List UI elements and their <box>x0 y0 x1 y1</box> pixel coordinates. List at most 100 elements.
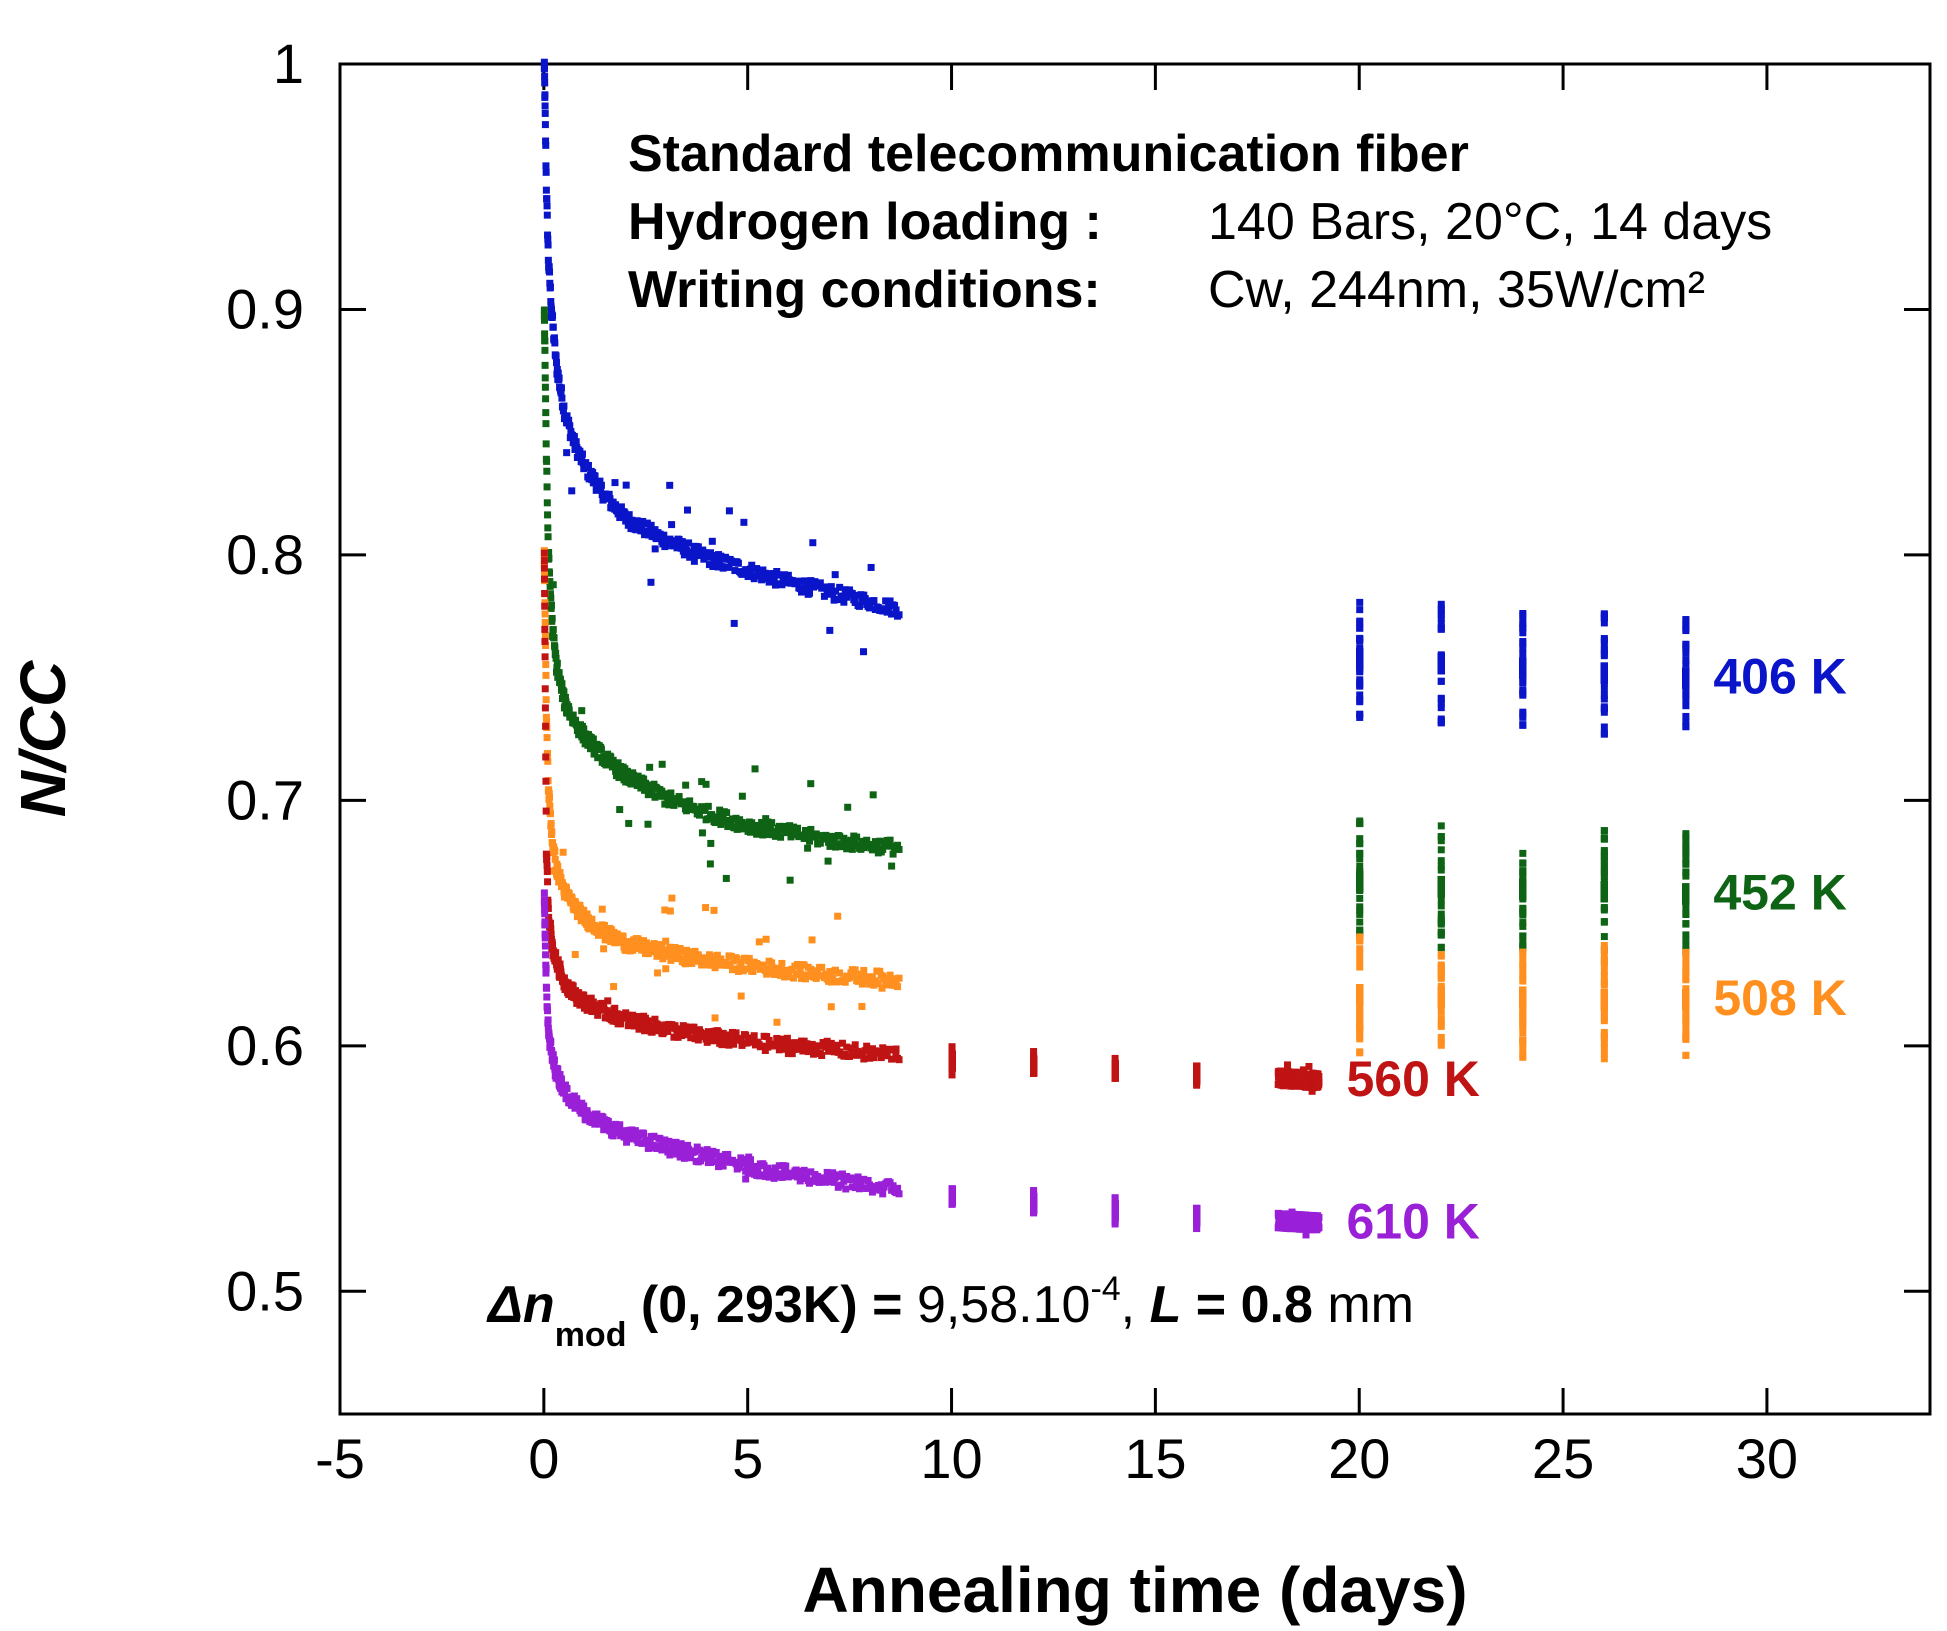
data-point <box>1356 882 1364 890</box>
data-point <box>547 601 555 609</box>
x-tick-label: -5 <box>315 1427 365 1490</box>
data-point-outlier <box>1600 877 1608 885</box>
data-point-outlier <box>1356 691 1364 699</box>
data-point-outlier <box>690 557 698 565</box>
data-point <box>827 583 835 591</box>
data-point-outlier <box>1437 866 1445 874</box>
data-point <box>540 58 548 66</box>
data-point-outlier <box>646 763 654 771</box>
data-point-outlier <box>1519 849 1527 857</box>
data-point <box>543 467 551 475</box>
data-point <box>541 383 549 391</box>
data-point <box>840 598 848 606</box>
series-452-k <box>540 306 1690 956</box>
data-point <box>596 477 604 485</box>
data-point-outlier <box>1600 645 1608 653</box>
data-point-outlier <box>708 537 716 545</box>
data-point <box>882 597 890 605</box>
data-point <box>550 334 558 342</box>
data-point-outlier <box>568 487 576 495</box>
data-point <box>565 706 573 714</box>
data-point <box>553 663 561 671</box>
data-point <box>614 759 622 767</box>
data-point <box>544 231 552 239</box>
data-point <box>594 754 602 762</box>
data-point-outlier <box>668 521 676 529</box>
data-point-outlier <box>1600 827 1608 835</box>
data-point <box>546 279 554 287</box>
data-point <box>694 543 702 551</box>
data-point <box>894 841 902 849</box>
data-point <box>640 775 648 783</box>
data-point-outlier <box>714 563 722 571</box>
x-tick-label: 0 <box>528 1427 559 1490</box>
data-point <box>541 79 549 87</box>
data-point-outlier <box>1600 652 1608 660</box>
data-point <box>866 604 874 612</box>
data-point <box>759 831 767 839</box>
data-point <box>841 586 849 594</box>
data-point <box>546 569 554 577</box>
data-point-outlier <box>546 313 554 321</box>
data-point <box>545 549 553 557</box>
data-point-outlier <box>1519 629 1527 637</box>
data-point <box>551 643 559 651</box>
data-point-outlier <box>698 829 706 837</box>
data-point <box>541 330 549 338</box>
data-point-outlier <box>1437 877 1445 885</box>
data-point-outlier <box>669 542 677 550</box>
data-point-outlier <box>1682 640 1690 648</box>
data-point-outlier <box>1437 625 1445 633</box>
data-point-outlier <box>1356 635 1364 643</box>
data-point <box>543 195 551 203</box>
data-point-outlier <box>860 648 868 656</box>
data-point-outlier <box>1519 886 1527 894</box>
data-point <box>786 822 794 830</box>
data-point <box>883 608 891 616</box>
data-point <box>769 570 777 578</box>
data-point <box>543 211 551 219</box>
data-point-outlier <box>1356 617 1364 625</box>
data-point <box>711 559 719 567</box>
data-point-outlier <box>1682 718 1690 726</box>
data-point-outlier <box>1682 702 1690 710</box>
data-point <box>621 509 629 517</box>
data-point <box>647 521 655 529</box>
data-point <box>543 499 551 507</box>
data-point-outlier <box>1682 890 1690 898</box>
data-point-outlier <box>1519 620 1527 628</box>
data-point <box>778 581 786 589</box>
data-point <box>543 717 551 725</box>
data-point <box>623 767 631 775</box>
data-point-outlier <box>1519 650 1527 658</box>
data-point-outlier <box>1356 850 1364 858</box>
data-point <box>542 137 550 145</box>
data-point <box>637 784 645 792</box>
data-point <box>597 745 605 753</box>
data-point <box>766 824 774 832</box>
data-point-outlier <box>1600 691 1608 699</box>
data-point <box>584 461 592 469</box>
data-point <box>753 830 761 838</box>
data-point-outlier <box>875 845 883 853</box>
data-point <box>558 680 566 688</box>
data-point-outlier <box>1682 860 1690 868</box>
data-point <box>758 576 766 584</box>
data-point <box>541 73 549 81</box>
data-point-outlier <box>888 862 896 870</box>
data-point-outlier <box>682 781 690 789</box>
data-point-outlier <box>1437 611 1445 619</box>
data-point-outlier <box>707 839 715 847</box>
data-point-outlier <box>1519 638 1527 646</box>
data-point-outlier <box>826 590 834 598</box>
data-point <box>541 316 549 324</box>
data-point-outlier <box>1682 623 1690 631</box>
data-point-outlier <box>1356 926 1364 934</box>
data-point <box>833 842 841 850</box>
data-point-outlier <box>1356 713 1364 721</box>
data-point-outlier <box>1600 695 1608 703</box>
data-point-outlier <box>1682 909 1690 917</box>
data-point <box>628 516 636 524</box>
data-point <box>557 384 565 392</box>
data-point <box>605 490 613 498</box>
